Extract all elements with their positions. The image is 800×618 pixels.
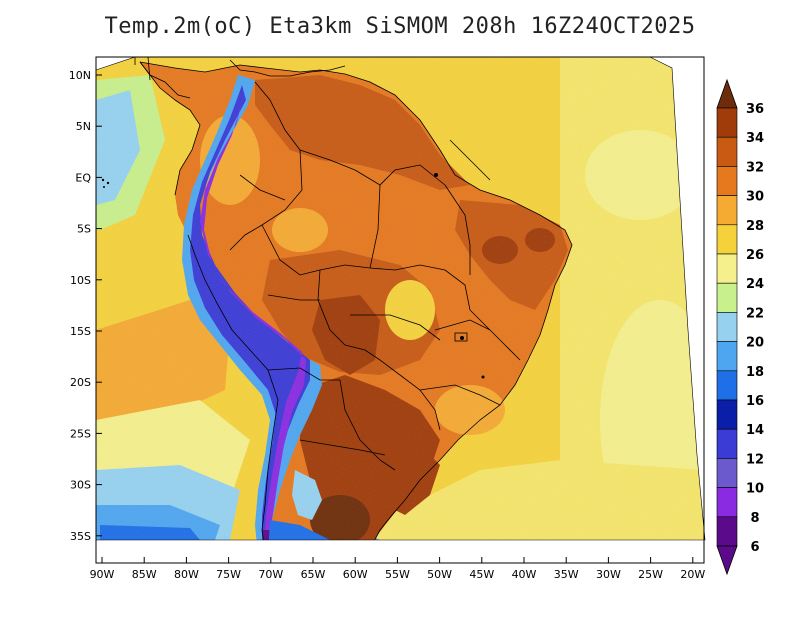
lon-tick-label: 50W: [427, 568, 452, 581]
colorbar-band: [716, 341, 738, 372]
colorbar-band: [716, 224, 738, 255]
colorbar-label: 24: [746, 277, 764, 292]
lon-tick-label: 25W: [638, 568, 663, 581]
colorbar-band: [716, 253, 738, 284]
colorbar-band: [716, 399, 738, 430]
colorbar-legend: 36 34 32 30 28 26 24 22 20 18 16 14 12 10 8 6: [716, 78, 764, 576]
lon-tick-label: 75W: [216, 568, 241, 581]
lon-tick-label: 85W: [132, 568, 157, 581]
colorbar-band: [716, 428, 738, 459]
central-america-coast: [139, 61, 191, 99]
colorbar-band: [716, 136, 738, 167]
colorbar-band: [716, 312, 738, 342]
colorbar-band: [716, 487, 738, 518]
lon-tick-label: 40W: [512, 568, 537, 581]
lon-tick-label: 80W: [174, 568, 199, 581]
colorbar-band: [716, 458, 738, 488]
colorbar-label: 10: [746, 482, 764, 497]
colorbar-label: 12: [746, 452, 764, 467]
latitude-axis: 10N 5N EQ 5S 10S 15S 20S 25S 30S 35S: [69, 69, 102, 543]
lon-tick-label: 35W: [554, 568, 579, 581]
colorbar-band: [716, 166, 738, 196]
lon-tick-label: 90W: [90, 568, 115, 581]
colorbar-top-arrow: [716, 78, 738, 109]
caribbean-detail: [134, 56, 151, 81]
colorbar-band: [716, 516, 738, 547]
lat-tick-label: 20S: [70, 376, 91, 389]
lat-tick-label: 35S: [70, 530, 91, 543]
colorbar-label: 30: [746, 190, 764, 205]
colorbar-label: 28: [746, 219, 764, 234]
colorbar-band: [716, 282, 738, 313]
colorbar-label: 36: [746, 102, 764, 117]
lat-tick-label: EQ: [75, 171, 91, 184]
temperature-field: [96, 57, 705, 540]
colorbar-label: 26: [746, 248, 764, 263]
lat-tick-label: 15S: [70, 325, 91, 338]
colorbar-label: 6: [750, 540, 759, 555]
caribbean-coast: [229, 59, 346, 77]
lon-tick-label: 20W: [680, 568, 705, 581]
colorbar-label: 20: [746, 336, 764, 351]
colorbar-label: 18: [746, 365, 764, 380]
country-borders: [139, 61, 573, 540]
colorbar-band: [716, 370, 738, 401]
lake-outline: [454, 332, 468, 342]
lat-tick-label: 25S: [70, 427, 91, 440]
colorbar-label: 8: [750, 511, 759, 526]
lat-tick-label: 30S: [70, 479, 91, 492]
lon-tick-label: 60W: [343, 568, 368, 581]
map-title: Temp.2m(oC) Eta3km SiSMOM 208h 16Z24OCT2…: [104, 14, 696, 39]
lon-tick-label: 55W: [385, 568, 410, 581]
islands: [101, 173, 485, 379]
colorbar-label: 32: [746, 160, 764, 175]
lon-tick-label: 70W: [258, 568, 283, 581]
colorbar-label: 16: [746, 394, 764, 409]
lat-tick-label: 10S: [70, 274, 91, 287]
lat-tick-label: 5N: [76, 120, 91, 133]
lon-tick-label: 30W: [596, 568, 621, 581]
lon-tick-label: 45W: [469, 568, 494, 581]
colorbar-label: 14: [746, 423, 764, 438]
lat-tick-label: 5S: [77, 223, 91, 236]
lon-tick-label: 65W: [301, 568, 326, 581]
colorbar-label: 34: [746, 131, 764, 146]
colorbar-bottom-arrow: [716, 545, 738, 576]
colorbar-label: 22: [746, 306, 764, 321]
longitude-axis: 90W 85W 80W 75W 70W 65W 60W 55W 50W 45W 40W 35W 30W 2…: [90, 557, 705, 581]
axis-frame: [95, 56, 705, 564]
colorbar-band: [716, 195, 738, 226]
lat-tick-label: 10N: [69, 69, 91, 82]
colorbar-band: [716, 107, 738, 138]
field-texture: [96, 57, 705, 540]
